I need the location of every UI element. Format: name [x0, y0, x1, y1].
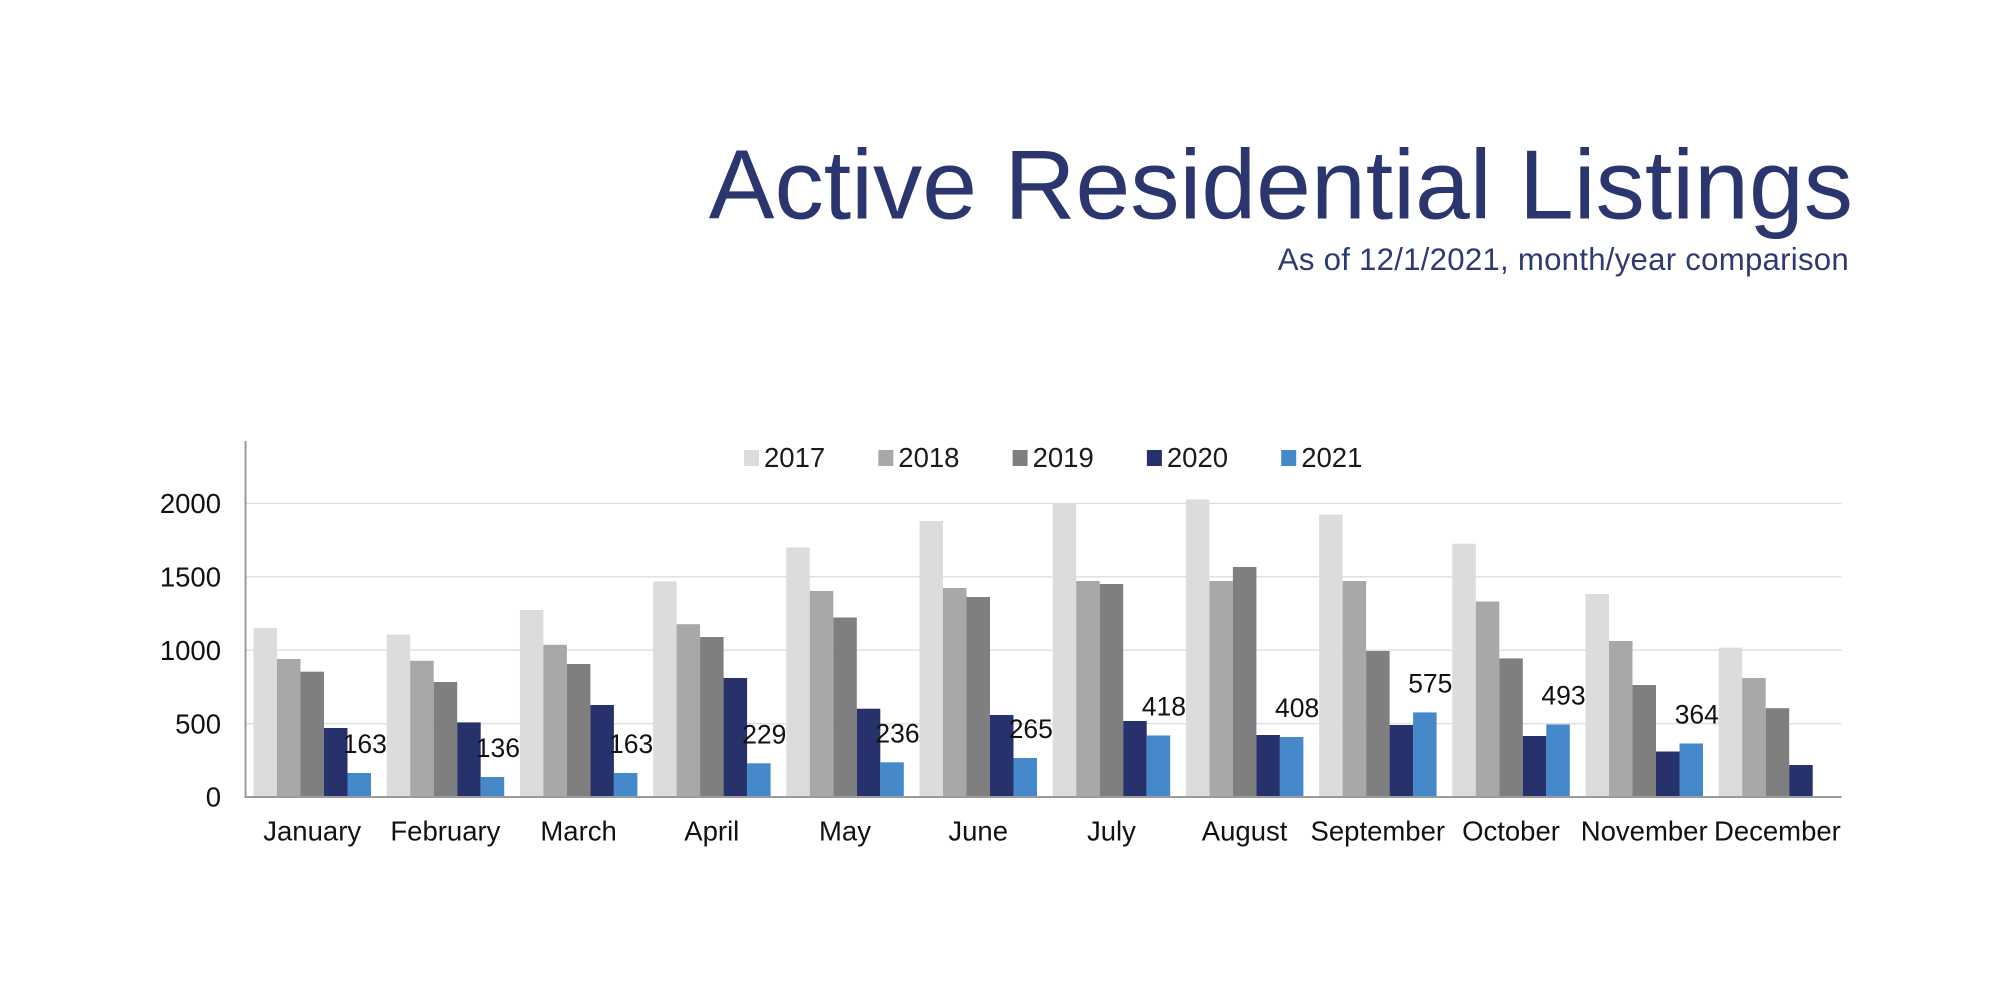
svg-text:July: July [1087, 816, 1136, 847]
svg-text:August: August [1202, 816, 1288, 847]
svg-text:2018: 2018 [898, 442, 959, 473]
svg-text:1000: 1000 [160, 635, 221, 666]
svg-text:418: 418 [1142, 692, 1186, 722]
svg-text:2017: 2017 [764, 442, 825, 473]
svg-text:December: December [1714, 816, 1841, 847]
svg-text:163: 163 [343, 729, 387, 759]
svg-text:November: November [1581, 816, 1708, 847]
svg-text:364: 364 [1675, 700, 1719, 730]
svg-text:493: 493 [1541, 681, 1585, 711]
svg-text:1500: 1500 [160, 562, 221, 593]
svg-text:Active Residential Listings: Active Residential Listings [709, 130, 1853, 240]
svg-text:163: 163 [609, 729, 653, 759]
svg-text:265: 265 [1009, 714, 1053, 744]
svg-text:As of 12/1/2021, month/year co: As of 12/1/2021, month/year comparison [1278, 242, 1849, 277]
svg-text:136: 136 [476, 733, 520, 763]
svg-text:June: June [948, 816, 1008, 847]
svg-text:April: April [684, 816, 739, 847]
svg-text:May: May [819, 816, 871, 847]
svg-text:January: January [263, 816, 361, 847]
svg-text:2020: 2020 [1167, 442, 1228, 473]
svg-text:2021: 2021 [1301, 442, 1362, 473]
svg-text:October: October [1462, 816, 1560, 847]
svg-text:236: 236 [875, 718, 919, 748]
svg-text:2019: 2019 [1033, 442, 1094, 473]
svg-text:0: 0 [206, 782, 221, 813]
svg-text:408: 408 [1275, 693, 1319, 723]
svg-text:229: 229 [742, 719, 786, 749]
svg-text:500: 500 [175, 708, 221, 739]
svg-text:575: 575 [1408, 668, 1452, 698]
svg-text:March: March [540, 816, 616, 847]
svg-text:February: February [390, 816, 500, 847]
svg-text:2000: 2000 [160, 488, 221, 519]
svg-text:September: September [1311, 816, 1446, 847]
